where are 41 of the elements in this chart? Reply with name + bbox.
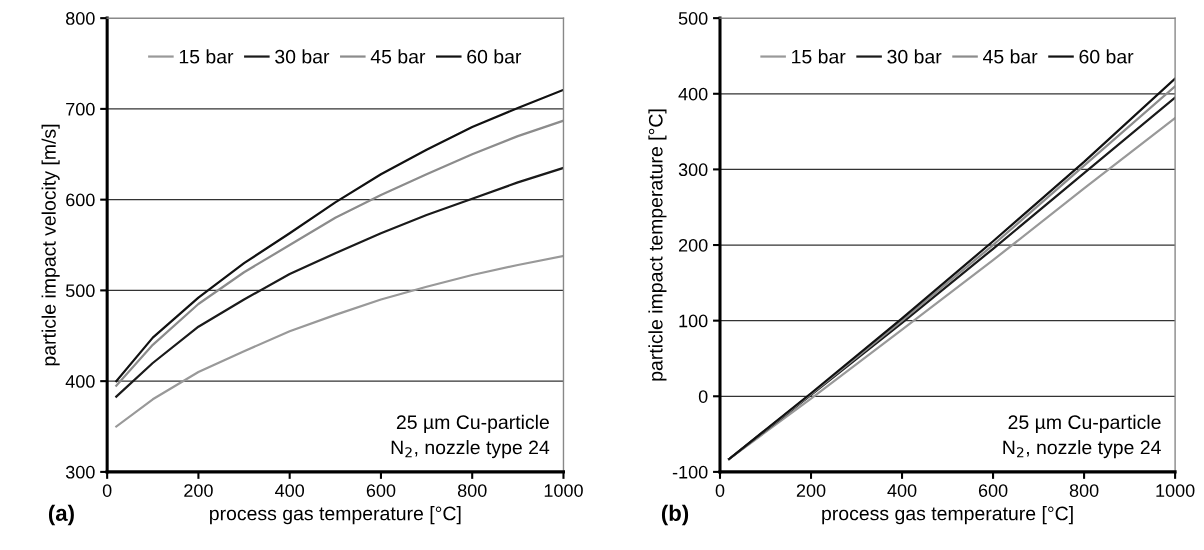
- y-axis-title: particle impact velocity [m/s]: [41, 124, 60, 366]
- y-tick-label: 0: [698, 390, 708, 403]
- legend-label: 60 bar: [1079, 49, 1134, 64]
- x-tick-label: 400: [887, 484, 917, 497]
- annotation: 25 µm Cu-particle N$_{2}$, nozzle type 24: [391, 414, 550, 459]
- x-tick-label: 800: [1069, 484, 1099, 497]
- x-axis-title: process gas temperature [°C]: [822, 506, 1073, 525]
- y-tick-label: 400: [65, 375, 95, 388]
- legend-label: 30 bar: [887, 49, 942, 64]
- x-tick-label: 1000: [544, 484, 583, 497]
- x-tick-label: 800: [457, 484, 487, 497]
- x-axis-title: process gas temperature [°C]: [210, 506, 461, 525]
- legend-label: 60 bar: [467, 49, 522, 64]
- legend-label: 15 bar: [179, 49, 234, 64]
- y-tick-label: 500: [678, 12, 708, 25]
- text: (b): [661, 504, 689, 526]
- x-tick-label: 1000: [1156, 484, 1195, 497]
- y-tick-label: 600: [66, 193, 95, 207]
- legend-label: 15 bar: [792, 49, 846, 64]
- y-tick-label: 300: [65, 465, 95, 479]
- y-tick-label: 100: [679, 314, 708, 328]
- legend-label: 30 bar: [275, 49, 330, 64]
- annotation: 25 µm Cu-particle N$_{2}$, nozzle type 24: [1003, 414, 1161, 459]
- x-tick-label: 600: [366, 484, 396, 497]
- y-tick-label: 200: [678, 238, 708, 252]
- y-tick-label: 300: [678, 163, 708, 177]
- x-tick-label: 0: [715, 484, 725, 497]
- x-tick-label: 400: [275, 484, 305, 497]
- x-tick-label: 200: [184, 484, 213, 497]
- y-axis-title: particle impact temperature [°C]: [648, 109, 667, 381]
- y-tick-label: 800: [66, 12, 95, 25]
- x-tick-label: 200: [796, 484, 826, 497]
- legend-label: 45 bar: [982, 49, 1038, 64]
- y-tick-label: 700: [66, 102, 95, 116]
- x-tick-label: 0: [102, 484, 112, 497]
- y-tick-label: 400: [678, 87, 708, 101]
- y-tick-label: 500: [65, 284, 95, 298]
- x-tick-label: 600: [978, 484, 1008, 497]
- legend-label: 45 bar: [370, 49, 426, 64]
- text: (a): [48, 504, 74, 526]
- y-tick-label: -100: [672, 465, 708, 479]
